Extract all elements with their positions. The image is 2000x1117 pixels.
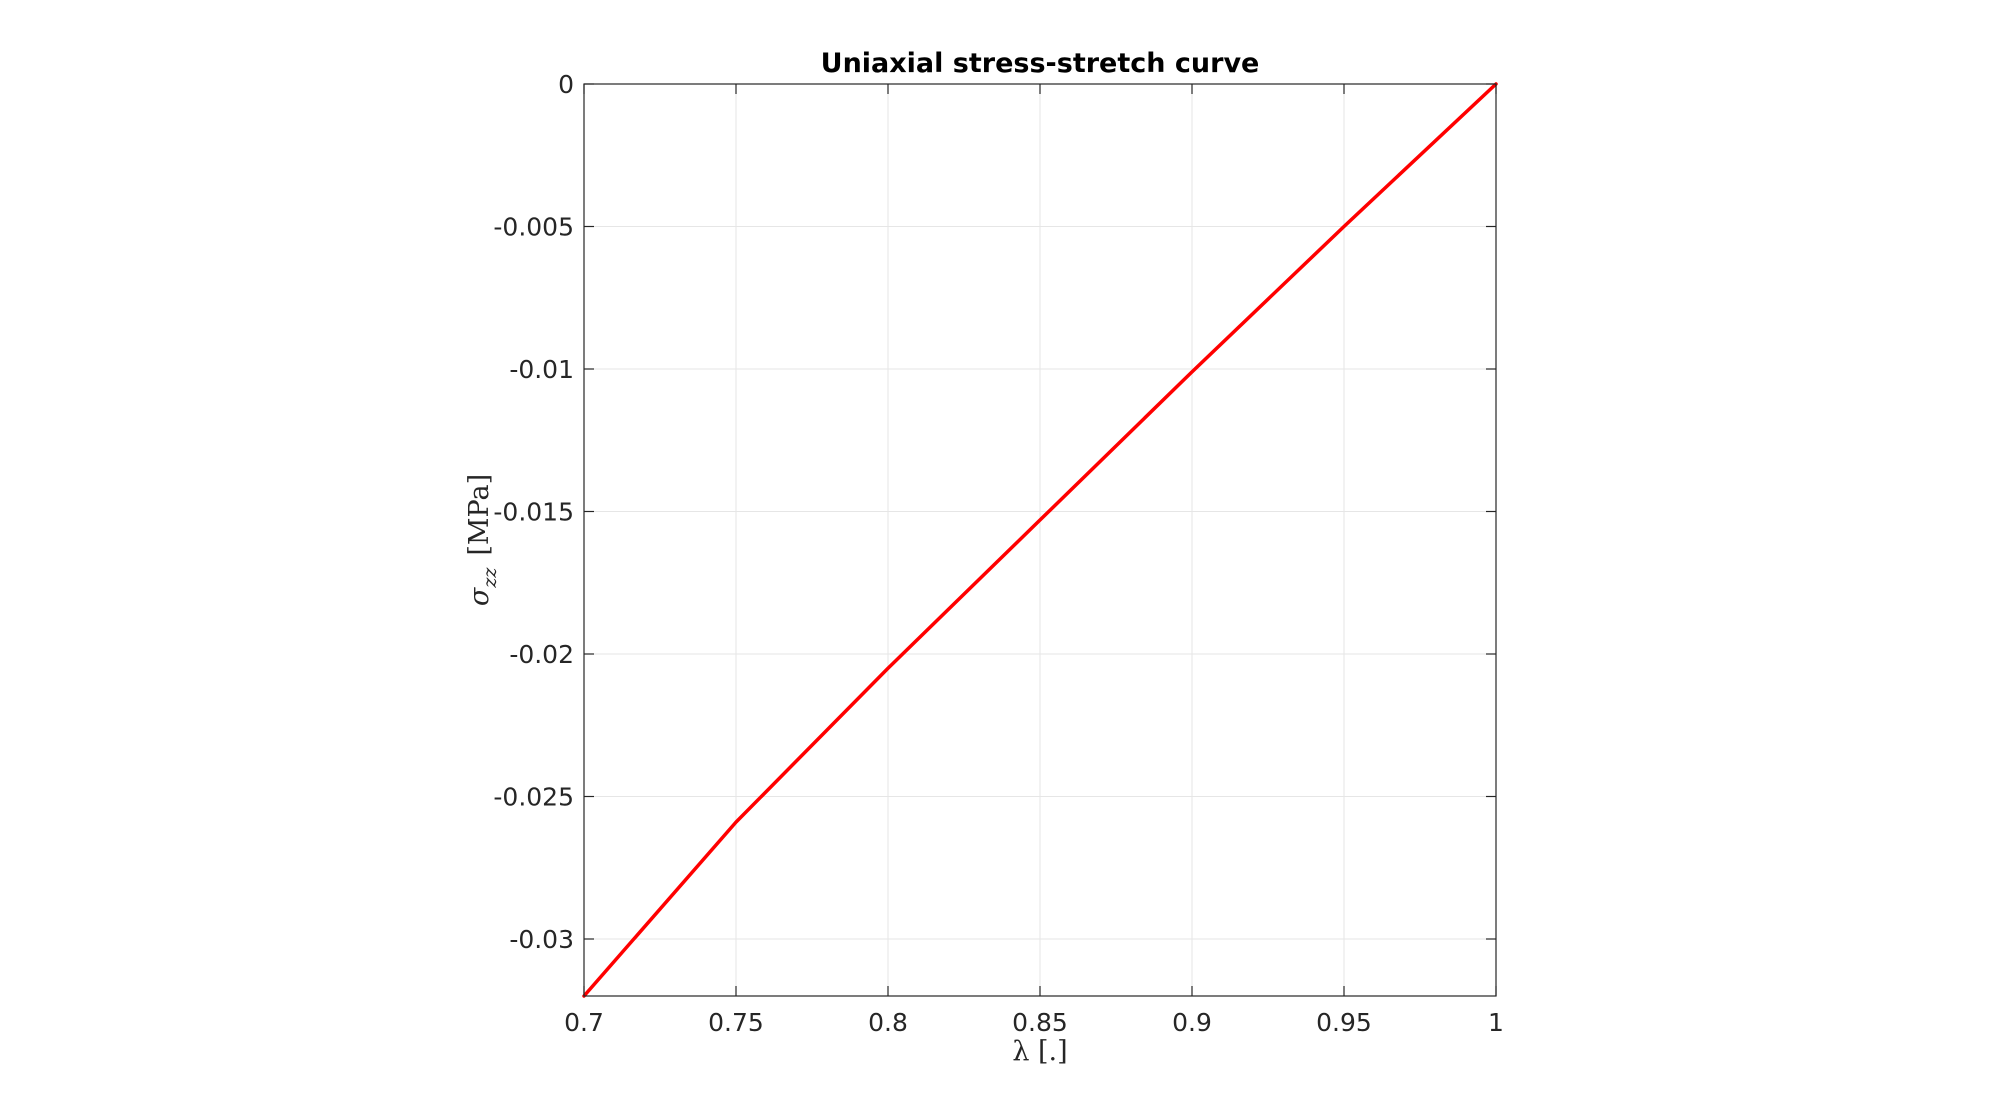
x-tick-labels: 0.7 0.75 0.8 0.85 0.9 0.95 1 bbox=[564, 1008, 1504, 1037]
y-tick-label: -0.015 bbox=[493, 498, 574, 527]
x-tick-label: 0.85 bbox=[1012, 1008, 1068, 1037]
y-tick-label: -0.025 bbox=[493, 783, 574, 812]
y-tick-label: -0.03 bbox=[509, 925, 574, 954]
y-axis-label-subscript: zz bbox=[479, 567, 501, 589]
y-tick-label: -0.005 bbox=[493, 213, 574, 242]
y-tick-labels: 0 -0.005 -0.01 -0.015 -0.02 -0.025 -0.03 bbox=[493, 70, 574, 954]
x-tick-label: 0.8 bbox=[868, 1008, 908, 1037]
series bbox=[582, 82, 1498, 998]
x-tick-label: 0.75 bbox=[708, 1008, 764, 1037]
x-tick-label: 1 bbox=[1488, 1008, 1504, 1037]
x-tick-label: 0.9 bbox=[1172, 1008, 1212, 1037]
ticks bbox=[583, 83, 1497, 996]
y-axis-label: σzz [MPa] bbox=[464, 474, 501, 606]
x-axis-label: λ [.] bbox=[1012, 1036, 1067, 1067]
y-tick-label: -0.02 bbox=[509, 640, 574, 669]
series-line bbox=[582, 82, 1498, 998]
y-tick-label: -0.01 bbox=[509, 355, 574, 384]
x-tick-label: 0.7 bbox=[564, 1008, 604, 1037]
y-axis-label-unit: [MPa] bbox=[464, 474, 495, 556]
svg-text:σzz[MPa]: σzz [MPa] bbox=[464, 474, 501, 606]
y-axis-label-symbol: σ bbox=[464, 586, 495, 606]
x-tick-label: 0.95 bbox=[1316, 1008, 1372, 1037]
y-tick-label: 0 bbox=[558, 70, 574, 99]
chart-title: Uniaxial stress-stretch curve bbox=[821, 48, 1260, 79]
